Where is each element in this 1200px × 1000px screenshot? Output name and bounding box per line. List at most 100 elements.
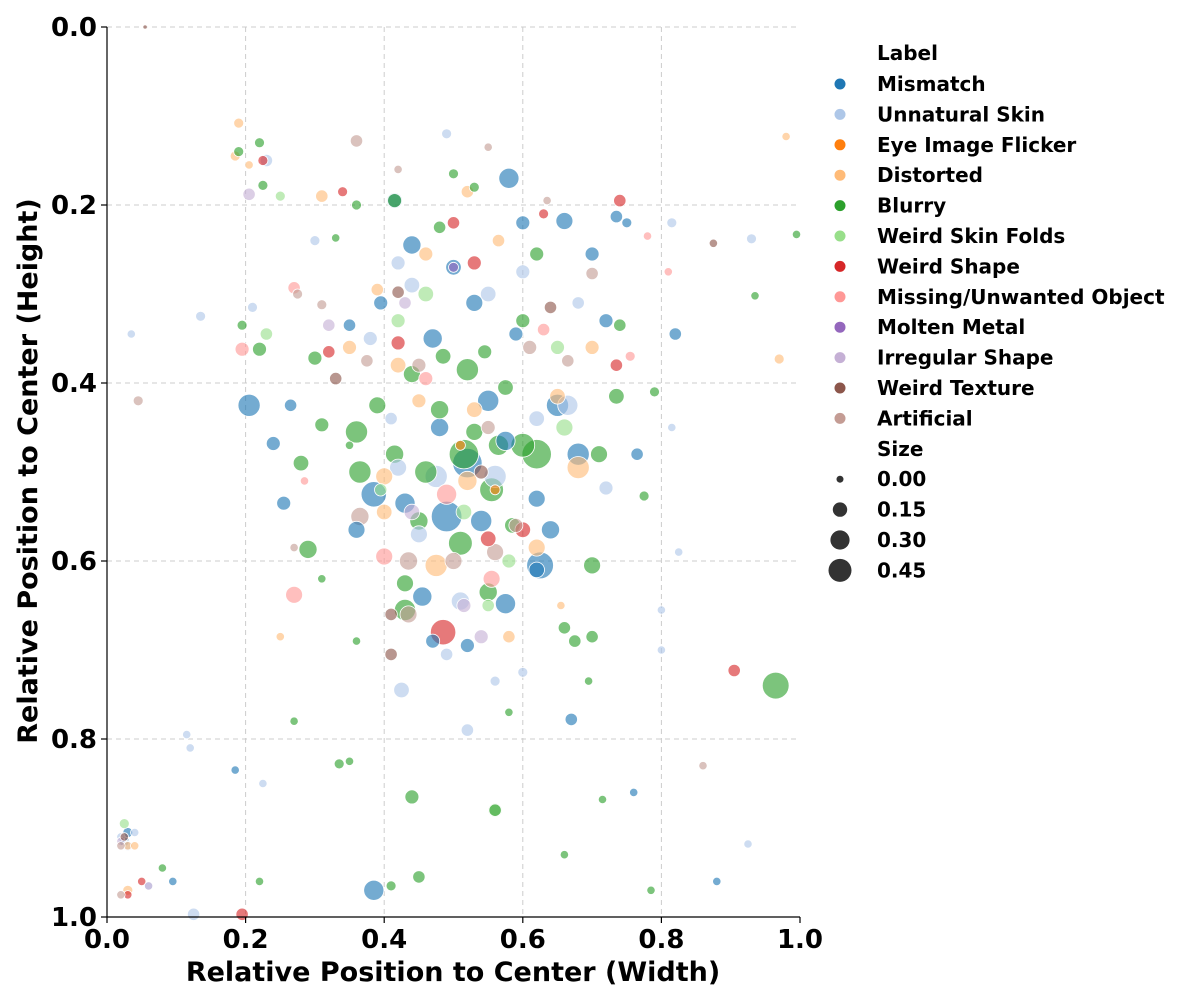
- data-point-blurry: [488, 803, 502, 817]
- data-points: [116, 24, 802, 921]
- data-point-blurry: [515, 313, 531, 329]
- data-point-mismatch: [508, 326, 524, 342]
- data-point-mismatch: [412, 586, 433, 607]
- data-point-mismatch: [168, 876, 178, 887]
- data-point-blurry: [257, 179, 269, 191]
- data-point-unnatural-skin: [185, 743, 195, 753]
- data-point-artificial: [542, 196, 552, 206]
- data-point-distorted: [244, 160, 254, 170]
- data-point-blurry: [333, 758, 345, 770]
- data-point-distorted: [370, 282, 384, 297]
- data-point-distorted: [389, 357, 407, 374]
- legend-size-label: 0.30: [877, 528, 926, 552]
- data-point-blurry: [649, 386, 660, 398]
- data-point-mismatch: [495, 430, 516, 451]
- data-point-irregular-shape: [144, 881, 154, 891]
- data-point-mismatch: [465, 293, 484, 312]
- data-point-unnatural-skin: [258, 778, 268, 789]
- data-point-unnatural-skin: [441, 128, 453, 140]
- data-point-unnatural-skin: [517, 666, 529, 678]
- data-point-mismatch: [528, 561, 545, 579]
- data-point-weird-shape: [235, 907, 249, 921]
- data-point-mismatch: [498, 167, 520, 189]
- data-point-unnatural-skin: [309, 235, 321, 247]
- data-point-artificial: [486, 543, 505, 561]
- data-point-irregular-shape: [456, 598, 472, 613]
- data-point-irregular-shape: [403, 503, 421, 521]
- data-point-missing-unwanted-object: [285, 585, 304, 604]
- data-point-artificial: [398, 551, 418, 571]
- data-point-blurry: [317, 574, 327, 584]
- data-point-distorted: [424, 553, 448, 577]
- data-point-blurry: [504, 707, 514, 717]
- data-point-missing-unwanted-object: [418, 371, 434, 387]
- legend-marker: [834, 382, 846, 394]
- data-point-blurry: [292, 454, 310, 472]
- data-point-distorted: [466, 401, 483, 418]
- legend-marker: [834, 412, 846, 424]
- data-point-irregular-shape: [322, 318, 336, 332]
- x-tick-label: 0.6: [500, 925, 546, 955]
- data-point-weird-texture: [708, 238, 719, 248]
- legend-hue-title: Label: [877, 41, 938, 65]
- data-point-irregular-shape: [398, 296, 412, 310]
- legend-label: Weird Texture: [877, 376, 1035, 400]
- data-point-weird-shape: [390, 335, 406, 351]
- legend-label: Distorted: [877, 163, 983, 187]
- data-point-blurry: [497, 379, 514, 396]
- data-point-weird-skin-folds: [501, 553, 517, 569]
- data-point-mismatch: [402, 235, 422, 255]
- data-point-unnatural-skin: [480, 285, 497, 303]
- data-point-weird-texture: [391, 285, 405, 299]
- data-point-artificial: [399, 605, 418, 624]
- data-point-mismatch: [668, 327, 682, 341]
- data-point-weird-shape: [466, 255, 482, 271]
- data-point-distorted: [375, 467, 394, 486]
- data-point-weird-shape: [322, 345, 336, 359]
- data-point-distorted: [376, 503, 393, 521]
- data-point-unnatural-skin: [187, 907, 201, 921]
- data-point-blurry: [465, 422, 484, 441]
- data-point-blurry: [434, 348, 452, 365]
- data-point-mismatch: [237, 393, 261, 417]
- data-point-artificial: [132, 395, 144, 407]
- legend-marker: [834, 200, 846, 212]
- x-tick-label: 0.2: [223, 925, 269, 955]
- data-point-distorted: [502, 630, 516, 644]
- data-point-weird-shape: [337, 186, 349, 198]
- data-point-unnatural-skin: [571, 296, 585, 310]
- data-point-mismatch: [477, 389, 500, 412]
- data-point-artificial: [411, 357, 427, 373]
- data-point-blurry: [590, 445, 608, 464]
- data-point-blurry: [529, 246, 545, 262]
- data-point-distorted: [411, 393, 427, 409]
- data-point-artificial: [561, 354, 575, 368]
- data-point-blurry: [351, 199, 362, 211]
- data-point-eye-image-flicker: [454, 439, 466, 451]
- data-point-weird-skin-folds: [417, 285, 435, 303]
- y-tick-label: 0.4: [51, 369, 97, 399]
- data-point-distorted: [584, 339, 600, 355]
- legend-size-label: 0.00: [877, 467, 926, 491]
- data-point-blurry: [761, 671, 790, 700]
- legend-marker: [834, 78, 846, 90]
- data-point-unnatural-skin: [389, 458, 408, 477]
- data-point-weird-shape: [446, 216, 461, 230]
- data-point-weird-texture: [384, 607, 398, 622]
- data-point-weird-skin-folds: [374, 483, 388, 497]
- data-point-blurry: [331, 233, 341, 243]
- legend-marker: [834, 260, 846, 272]
- data-point-artificial: [289, 542, 299, 553]
- data-point-blurry: [448, 168, 459, 180]
- data-point-missing-unwanted-object: [234, 341, 250, 357]
- grid-lines: [107, 26, 800, 918]
- data-point-unnatural-skin: [598, 480, 614, 496]
- data-point-missing-unwanted-object: [624, 350, 636, 362]
- legend-label: Eye Image Flicker: [877, 133, 1076, 157]
- x-tick-label: 0.4: [361, 925, 407, 955]
- data-point-unnatural-skin: [362, 331, 378, 346]
- data-point-mismatch: [629, 787, 639, 798]
- data-point-unnatural-skin: [489, 675, 501, 687]
- data-point-unnatural-skin: [656, 605, 667, 615]
- data-point-blurry: [351, 636, 362, 646]
